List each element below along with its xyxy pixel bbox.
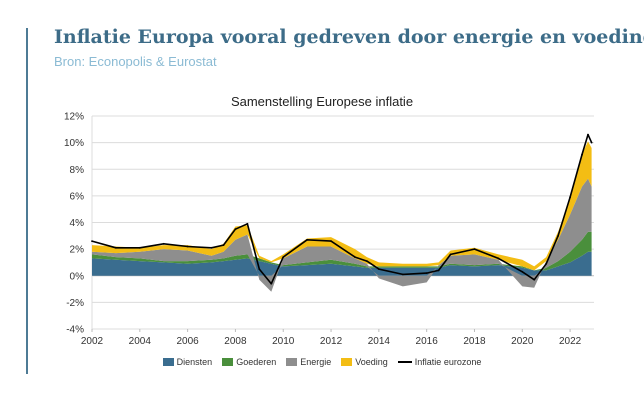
- inflation-eurozone-point: [330, 240, 332, 243]
- y-tick-label: 2%: [70, 245, 85, 256]
- y-tick-label: -4%: [66, 325, 84, 336]
- legend-swatch: [162, 358, 174, 366]
- x-tick-label: 2010: [272, 336, 295, 347]
- inflation-line-layer: [91, 133, 593, 285]
- inflation-eurozone-point: [401, 273, 404, 276]
- x-tick-label: 2002: [81, 336, 104, 347]
- inflation-eurozone-point: [115, 246, 117, 249]
- inflation-eurozone-point: [533, 278, 536, 281]
- legend-label: Goederen: [236, 357, 277, 367]
- y-tick-label: 10%: [64, 138, 84, 149]
- inflation-eurozone-point: [581, 153, 583, 156]
- area-goederen: [92, 231, 592, 271]
- legend-label: Voeding: [355, 357, 388, 367]
- inflation-eurozone-point: [437, 269, 440, 272]
- inflation-eurozone-point: [521, 270, 524, 273]
- x-tick-label: 2014: [368, 336, 391, 347]
- y-tick-label: 4%: [70, 218, 85, 229]
- accent-bar: [26, 28, 28, 374]
- legend-swatch: [397, 361, 412, 363]
- x-tick-label: 2006: [176, 336, 199, 347]
- inflation-eurozone-point: [377, 268, 380, 270]
- inflation-eurozone-point: [590, 141, 593, 144]
- inflation-eurozone-point: [366, 260, 368, 263]
- inflation-eurozone-point: [222, 244, 225, 247]
- y-tick-label: 12%: [64, 112, 84, 123]
- x-tick-label: 2018: [463, 336, 486, 347]
- legend-swatch: [341, 358, 353, 366]
- area-voeding: [92, 141, 592, 271]
- inflation-eurozone-point: [473, 248, 476, 251]
- inflation-eurozone-point: [497, 257, 500, 260]
- inflation-eurozone-point: [282, 256, 285, 259]
- y-tick-label: -2%: [66, 298, 84, 309]
- inflation-eurozone-point: [91, 240, 93, 243]
- x-axis-ticks: 2002 2004 2006 2008 2010 2012 2014 2016 2018 2020…: [81, 336, 582, 347]
- legend-swatch: [286, 358, 298, 366]
- inflation-eurozone-point: [545, 262, 548, 265]
- legend-label: Inflatie eurozone: [414, 357, 482, 367]
- legend-label: Energie: [300, 357, 332, 367]
- inflation-eurozone-point: [138, 246, 141, 249]
- x-tick-label: 2004: [129, 336, 152, 347]
- inflation-eurozone-point: [246, 222, 249, 225]
- x-tick-label: 2012: [320, 336, 343, 347]
- area-energie: [92, 178, 592, 292]
- inflation-eurozone-point: [270, 282, 273, 285]
- inflation-eurozone-point: [569, 196, 571, 199]
- legend-item: Inflatie eurozone: [397, 357, 482, 367]
- page-title: Inflatie Europa vooral gedreven door ene…: [54, 26, 644, 48]
- x-tick-label: 2016: [416, 336, 439, 347]
- stacked-areas: [92, 141, 592, 292]
- x-tick-label: 2020: [511, 336, 534, 347]
- x-tick-label: 2022: [559, 336, 582, 347]
- inflation-eurozone-point: [234, 228, 237, 231]
- legend-item: Voeding: [341, 357, 388, 367]
- inflation-eurozone-point: [210, 246, 213, 249]
- inflation-eurozone-point: [186, 245, 189, 248]
- legend-item: Goederen: [222, 357, 276, 367]
- inflation-eurozone-point: [354, 256, 356, 259]
- legend-item: Diensten: [162, 357, 213, 367]
- y-tick-label: 8%: [70, 165, 85, 176]
- legend-swatch: [222, 358, 234, 366]
- legend-item: Energie: [286, 357, 331, 367]
- y-tick-label: 0%: [70, 271, 85, 282]
- grid-lines: [91, 115, 594, 332]
- inflation-eurozone-point: [306, 238, 309, 241]
- inflation-eurozone-point: [258, 268, 261, 270]
- inflation-eurozone-point: [449, 253, 452, 256]
- inflation-eurozone-point: [162, 242, 165, 245]
- inflation-eurozone-point: [557, 234, 560, 237]
- page-subtitle: Bron: Econopolis & Eurostat: [54, 54, 217, 69]
- x-tick-label: 2008: [224, 336, 247, 347]
- area-diensten: [92, 251, 592, 276]
- inflation-eurozone-point: [425, 272, 428, 274]
- legend-label: Diensten: [176, 357, 213, 367]
- legend: Diensten Goederen Energie Voeding Inflatie e…: [0, 357, 644, 367]
- inflation-eurozone-point: [587, 133, 589, 136]
- chart-title: Samenstelling Europese inflatie: [230, 94, 414, 109]
- y-tick-label: 6%: [70, 191, 85, 202]
- y-axis-ticks: 12% 10% 8% 6% 4% 2% 0% -2% -4%: [64, 112, 84, 336]
